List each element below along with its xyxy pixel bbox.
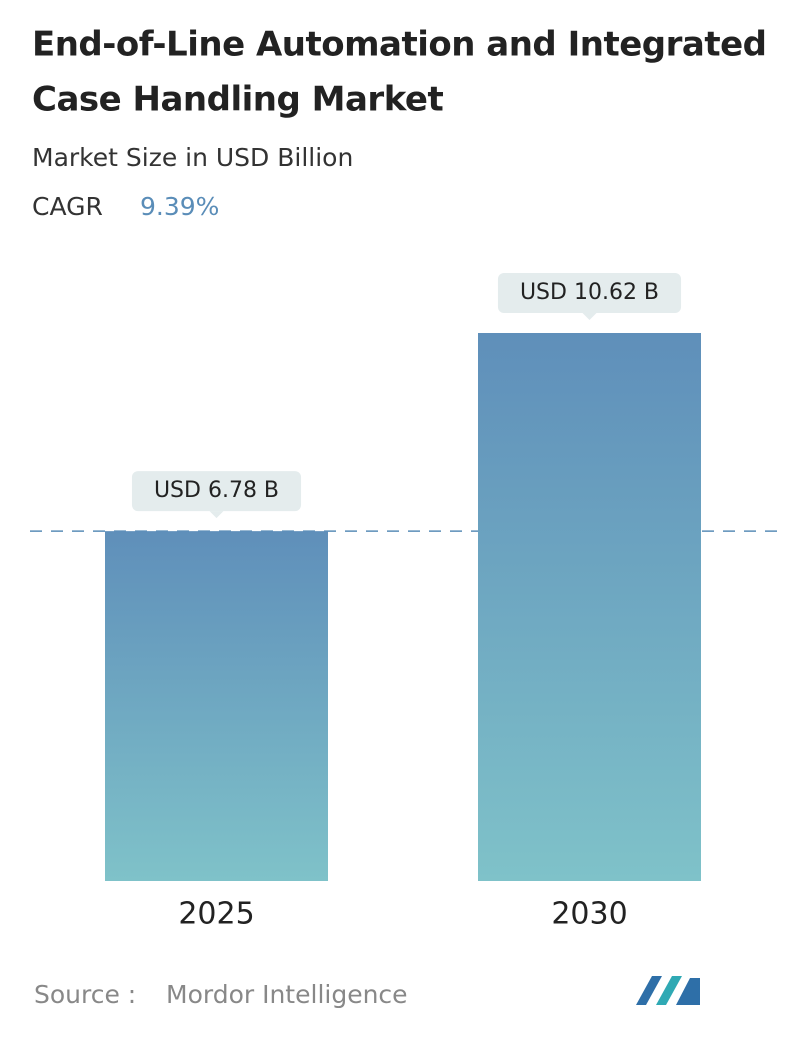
bar — [105, 531, 328, 881]
callout-pointer — [209, 511, 224, 519]
source-label: Source : — [34, 980, 136, 1009]
chart-subtitle: Market Size in USD Billion — [32, 143, 353, 172]
cagr-value: 9.39% — [140, 192, 219, 221]
value-label: USD 6.78 B — [154, 478, 279, 503]
value-callout: USD 6.78 B — [131, 471, 302, 519]
logo — [636, 976, 700, 1005]
callout-box — [131, 471, 302, 512]
value-label: USD 10.62 B — [520, 280, 659, 305]
source-value: Mordor Intelligence — [166, 980, 408, 1009]
chart-title: Case Handling Market — [32, 80, 443, 120]
callout-box — [497, 273, 682, 313]
chart-title: End-of-Line Automation and Integrated — [32, 25, 766, 65]
x-tick-label: 2025 — [178, 897, 254, 932]
cagr-label: CAGR — [32, 192, 103, 221]
value-callout: USD 10.62 B — [497, 273, 682, 320]
x-tick-label: 2030 — [551, 897, 627, 932]
bar — [478, 333, 701, 881]
callout-pointer — [582, 313, 597, 320]
